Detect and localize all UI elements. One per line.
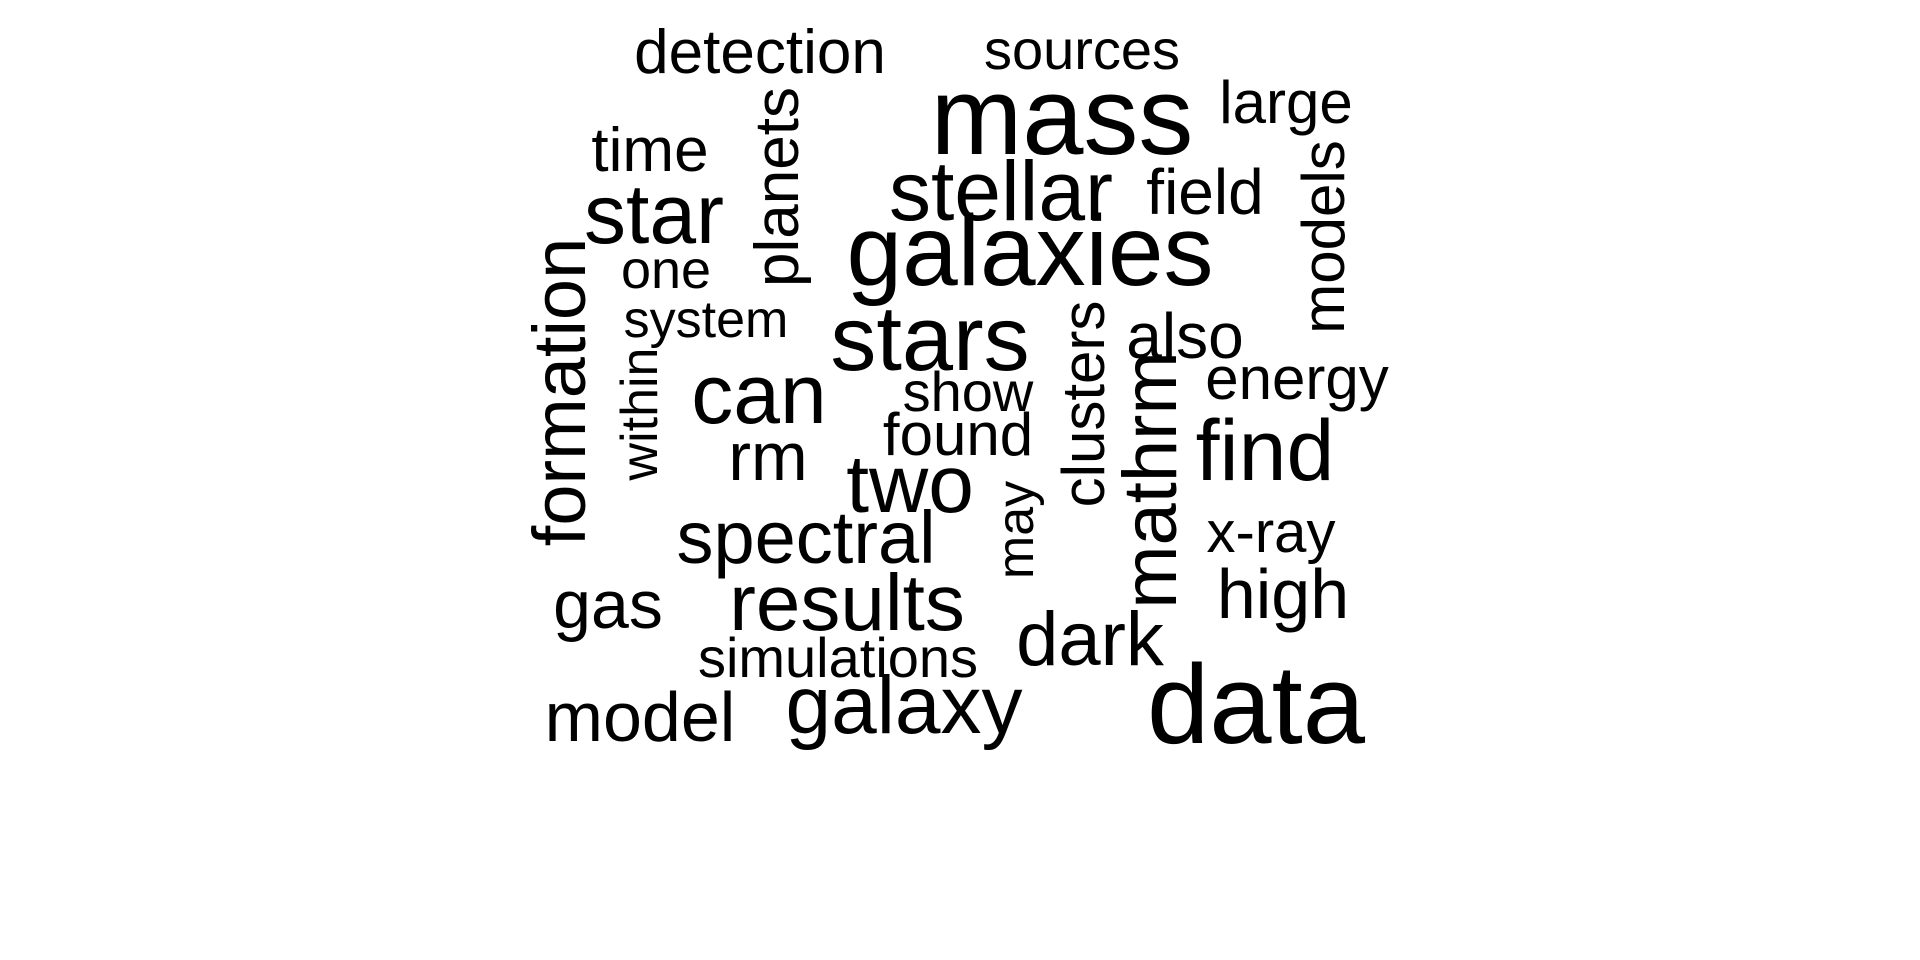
word-also: also bbox=[1126, 300, 1244, 372]
word-results: results bbox=[729, 558, 965, 647]
word-star: star bbox=[583, 167, 725, 261]
word-planets: planets bbox=[743, 87, 812, 287]
word-high: high bbox=[1216, 555, 1350, 633]
word-energy: energy bbox=[1205, 345, 1389, 412]
word-clusters: clusters bbox=[1050, 300, 1117, 508]
word-system: system bbox=[623, 291, 789, 349]
word-one: one bbox=[620, 240, 712, 300]
word-time: time bbox=[591, 116, 709, 185]
word-data: data bbox=[1147, 642, 1365, 767]
word-rm: rm bbox=[728, 419, 808, 495]
word-x-ray: x-ray bbox=[1206, 500, 1336, 565]
word-stars: stars bbox=[830, 288, 1030, 390]
word-dark: dark bbox=[1016, 597, 1164, 682]
word-stellar: stellar bbox=[888, 144, 1114, 238]
word-find: find bbox=[1195, 403, 1335, 499]
word-galaxies: galaxies bbox=[846, 195, 1214, 307]
word-spectral: spectral bbox=[676, 496, 936, 579]
word-found: found bbox=[882, 401, 1034, 468]
word-simulations: simulations bbox=[697, 626, 979, 689]
word-two: two bbox=[846, 439, 974, 530]
word-gas: gas bbox=[553, 567, 663, 643]
word-mathrm: mathrm bbox=[1108, 351, 1193, 609]
word-formation: formation bbox=[518, 237, 601, 547]
word-can: can bbox=[691, 347, 827, 441]
word-mass: mass bbox=[930, 55, 1194, 178]
word-large: large bbox=[1219, 69, 1353, 136]
word-sources: sources bbox=[983, 18, 1181, 81]
word-models: models bbox=[1290, 140, 1357, 334]
word-model: model bbox=[544, 678, 736, 756]
word-may: may bbox=[987, 480, 1045, 580]
word-show: show bbox=[902, 360, 1034, 423]
word-field: field bbox=[1146, 156, 1264, 228]
word-within: within bbox=[611, 347, 669, 481]
word-detection: detection bbox=[634, 18, 886, 87]
word-galaxy: galaxy bbox=[785, 660, 1023, 751]
